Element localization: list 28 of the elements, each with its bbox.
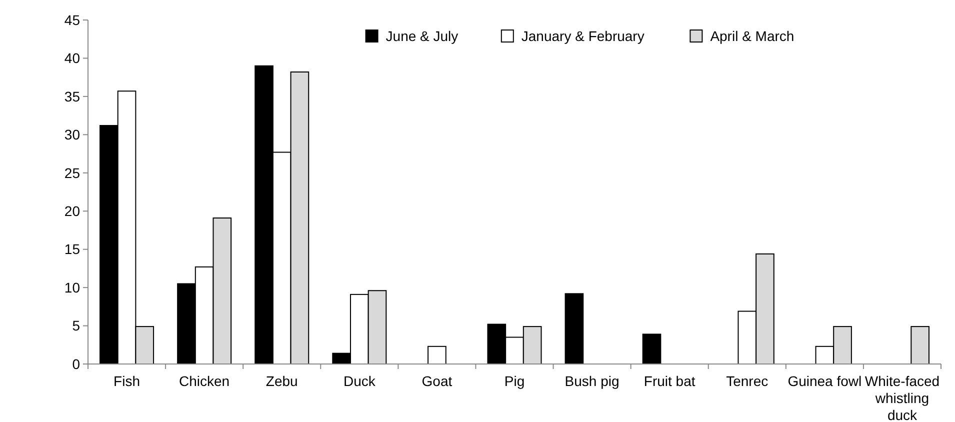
y-tick-label: 40 [64,50,80,66]
x-tick-label: White-faced whistling duck [864,373,940,422]
bar [910,326,930,364]
y-tick-label: 0 [72,356,80,372]
bar [428,346,446,364]
x-tick-label: Guinea fowl [788,373,862,389]
x-tick-label: Chicken [179,373,230,389]
legend-label: January & February [521,28,644,44]
y-tick-label: 10 [64,279,80,296]
y-tick-label: 25 [64,164,80,181]
legend-label: June & July [386,28,458,44]
y-tick-label: 35 [64,88,80,104]
bar [564,293,584,364]
y-tick-label: 5 [72,318,80,334]
x-tick-label: Zebu [266,373,298,389]
bar [642,334,662,364]
y-tick-label: 30 [64,126,80,143]
x-tick-label: Bush pig [564,373,620,389]
y-tick-label: 45 [64,12,80,28]
x-tick-label: Fish [114,373,140,389]
y-tick-label: 15 [64,241,80,258]
legend-label: April & March [710,28,794,44]
x-tick-label: Fruit bat [644,373,696,389]
x-tick-label: Duck [343,373,376,389]
x-tick-label: Pig [504,373,525,389]
y-tick-label: 20 [64,203,80,220]
x-tick-label: Tenrec [726,373,768,389]
x-tick-label: Goat [422,373,452,389]
